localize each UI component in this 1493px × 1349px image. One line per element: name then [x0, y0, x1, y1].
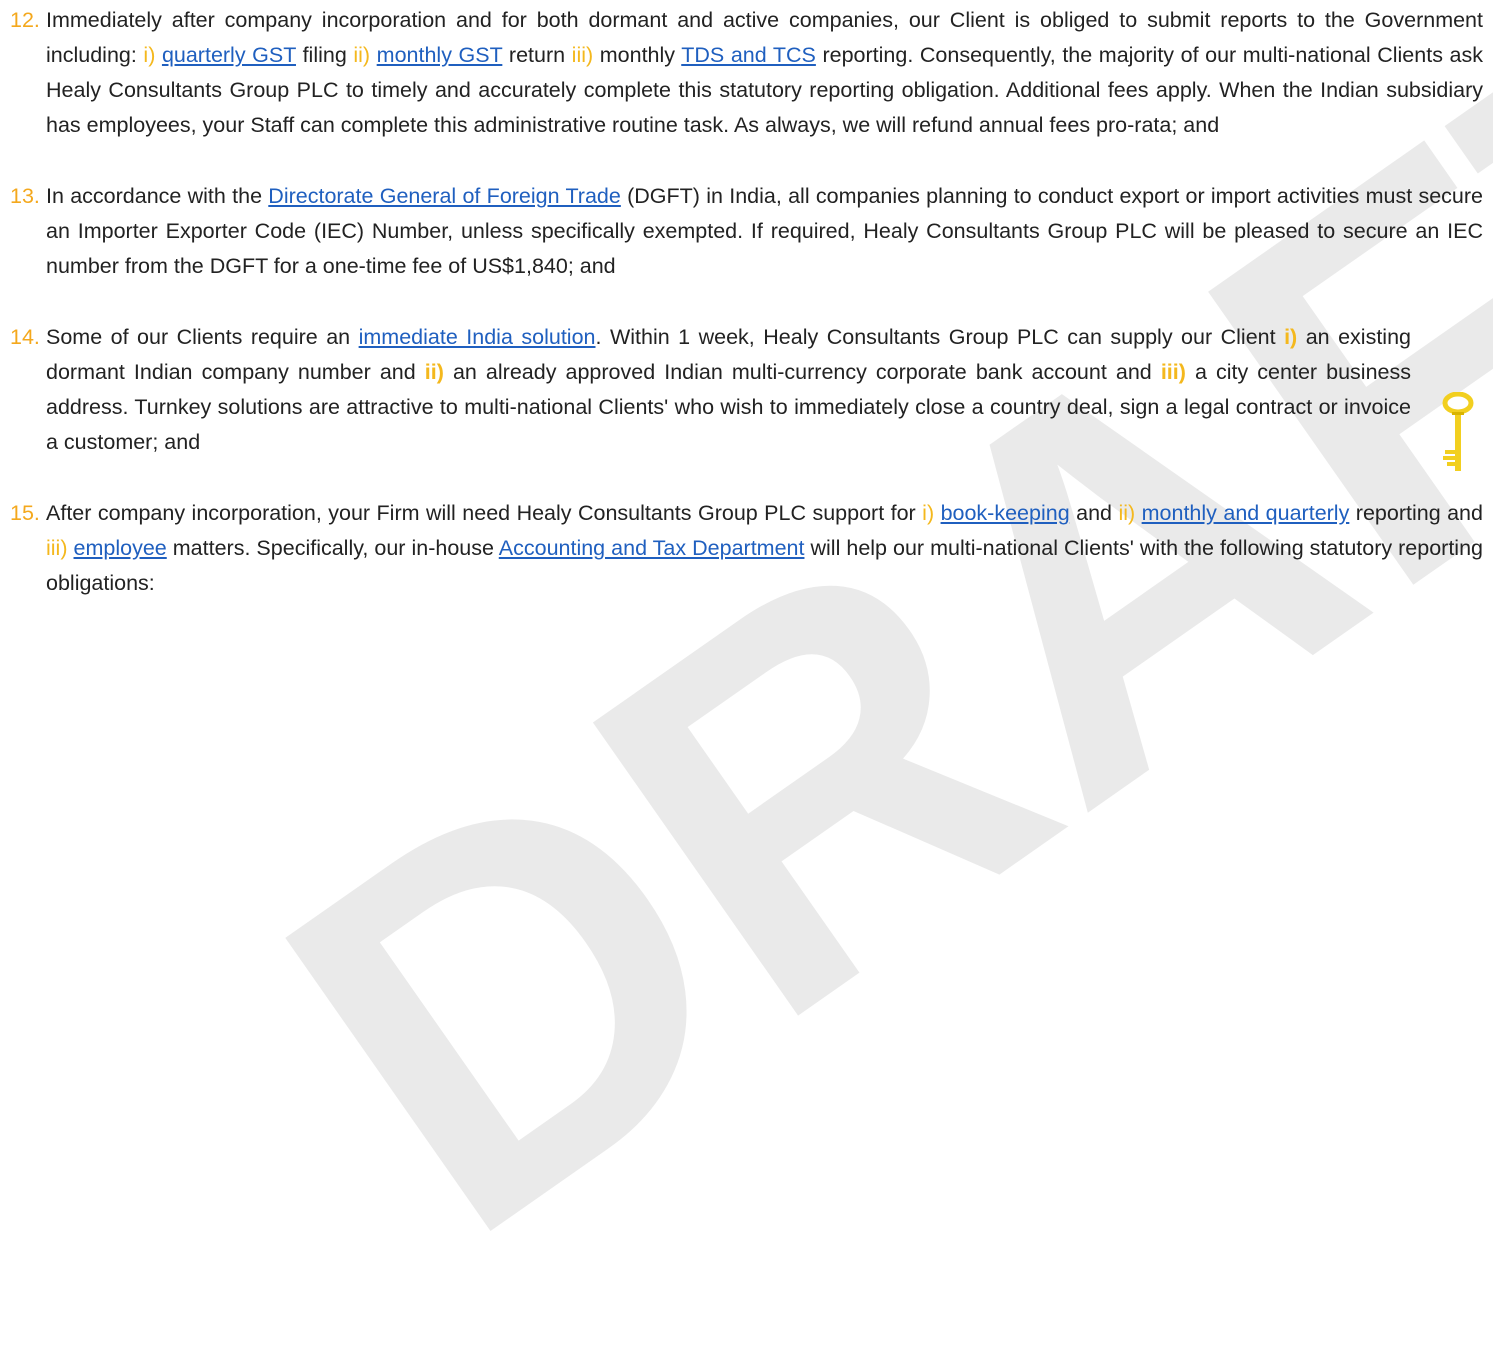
text: reporting and — [1349, 501, 1483, 525]
list-item: 13. In accordance with the Directorate Ge… — [10, 179, 1483, 284]
text: (DGFT) in India, all companies planning … — [46, 184, 1483, 278]
key-icon — [1442, 392, 1474, 471]
text: filing — [295, 43, 354, 67]
link[interactable]: monthly and quarterly — [1141, 501, 1350, 525]
marker: iii) — [571, 43, 594, 67]
link[interactable]: immediate India solution — [358, 325, 596, 349]
item-number: 14. — [10, 325, 40, 349]
text: . Within 1 week, Healy Consultants Group… — [595, 325, 1285, 349]
item-number: 13. — [10, 184, 40, 208]
list-item: 14. Some of our Clients require an immedi… — [10, 320, 1411, 460]
link[interactable]: quarterly GST — [161, 43, 296, 67]
item-number: 15. — [10, 501, 40, 525]
link[interactable]: book-keeping — [940, 501, 1070, 525]
text: an existing dormant Indian company numbe… — [46, 325, 1411, 384]
marker: ii) — [353, 43, 377, 67]
list-item: 15. After company incorporation, your Fir… — [10, 496, 1483, 601]
text: and — [1069, 501, 1119, 525]
marker: iii) — [46, 536, 74, 560]
text: return — [502, 43, 572, 67]
text: After company incorporation, your Firm w… — [46, 501, 923, 525]
text: In accordance with the — [46, 184, 269, 208]
text: reporting. Consequently, the majority of… — [46, 43, 1483, 137]
text: monthly — [593, 43, 682, 67]
link[interactable]: monthly GST — [376, 43, 503, 67]
text: matters. Specifically, our in-house — [166, 536, 499, 560]
link[interactable]: employee — [73, 536, 167, 560]
item-number: 12. — [10, 8, 40, 32]
text: Some of our Clients require an — [46, 325, 359, 349]
text: Immediately after company incorporation … — [46, 8, 1483, 67]
link[interactable]: Directorate General of Foreign Trade — [268, 184, 621, 208]
text: will help our multi-national Clients' wi… — [46, 536, 1483, 595]
marker: i) — [143, 43, 162, 67]
marker: ii) — [424, 360, 453, 384]
document: 12. Immediately after company incorporati… — [0, 0, 1493, 601]
link[interactable]: Accounting and Tax Department — [498, 536, 805, 560]
marker: i) — [922, 501, 941, 525]
text: a city center business address. Turnkey … — [46, 360, 1411, 454]
marker: i) — [1284, 325, 1306, 349]
text: an already approved Indian multi-currenc… — [452, 360, 1161, 384]
marker: iii) — [1160, 360, 1195, 384]
list-item: 12. Immediately after company incorporati… — [10, 3, 1483, 143]
link[interactable]: TDS and TCS — [681, 43, 816, 67]
marker: ii) — [1118, 501, 1142, 525]
